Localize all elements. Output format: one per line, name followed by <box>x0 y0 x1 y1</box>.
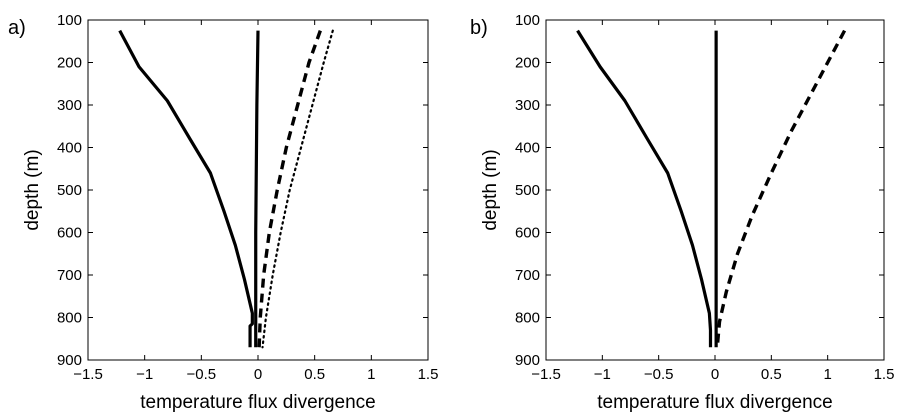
y-tick-label: 800 <box>515 310 540 327</box>
y-tick-label: 500 <box>515 182 540 199</box>
series-line-solid-1 <box>254 30 260 348</box>
series-line-solid-0 <box>576 29 713 348</box>
y-tick-label: 600 <box>57 225 82 242</box>
panel-b: b) −1.5 −1 −0.5 0 0.5 1 1.5 100 200 300 400 500 600 70… <box>470 12 894 413</box>
y-tick-label: 900 <box>57 352 82 369</box>
y-tick-label: 200 <box>515 55 540 72</box>
x-tick-label: 0 <box>254 366 262 383</box>
series-line-dashed-2 <box>257 30 322 348</box>
x-tick-label: 1 <box>823 366 831 383</box>
series-line-dotted-3 <box>261 29 334 349</box>
x-tick-label: 1 <box>367 366 375 383</box>
x-axis-label: temperature flux divergence <box>597 392 833 413</box>
panel-label: a) <box>8 17 26 39</box>
y-tick-label: 700 <box>57 267 82 284</box>
y-tick-label: 600 <box>515 225 540 242</box>
y-tick-label: 400 <box>57 140 82 157</box>
panel-a: a) −1.5 −1 −0.5 0 0.5 1 1.5 100 200 300 400 500 600 70… <box>8 12 438 413</box>
y-tick-label: 300 <box>515 97 540 114</box>
y-tick-label: 400 <box>515 140 540 157</box>
x-tick-label: −1.5 <box>531 366 561 383</box>
x-tick-label: −1 <box>136 366 153 383</box>
y-tick-label: 500 <box>57 182 82 199</box>
x-tick-label: 0.5 <box>761 366 782 383</box>
y-tick-label: 200 <box>57 55 82 72</box>
x-tick-label: 0.5 <box>304 366 325 383</box>
y-tick-label: 900 <box>515 352 540 369</box>
series-line-dashed-2 <box>715 29 847 348</box>
y-axis-label: depth (m) <box>22 149 43 230</box>
panel-label: b) <box>470 17 488 39</box>
y-tick-label: 100 <box>515 12 540 29</box>
y-tick-label: 700 <box>515 267 540 284</box>
y-tick-label: 300 <box>57 97 82 114</box>
x-tick-label: −1.5 <box>73 366 103 383</box>
x-tick-label: −0.5 <box>187 366 217 383</box>
series-line-solid-0 <box>118 29 254 348</box>
x-tick-label: −0.5 <box>644 366 674 383</box>
x-tick-label: 1.5 <box>418 366 439 383</box>
x-tick-label: 1.5 <box>874 366 895 383</box>
x-axis-label: temperature flux divergence <box>140 392 376 413</box>
x-tick-label: −1 <box>594 366 611 383</box>
x-tick-label: 0 <box>711 366 719 383</box>
y-tick-label: 100 <box>57 12 82 29</box>
y-tick-label: 800 <box>57 310 82 327</box>
y-axis-label: depth (m) <box>480 149 501 230</box>
